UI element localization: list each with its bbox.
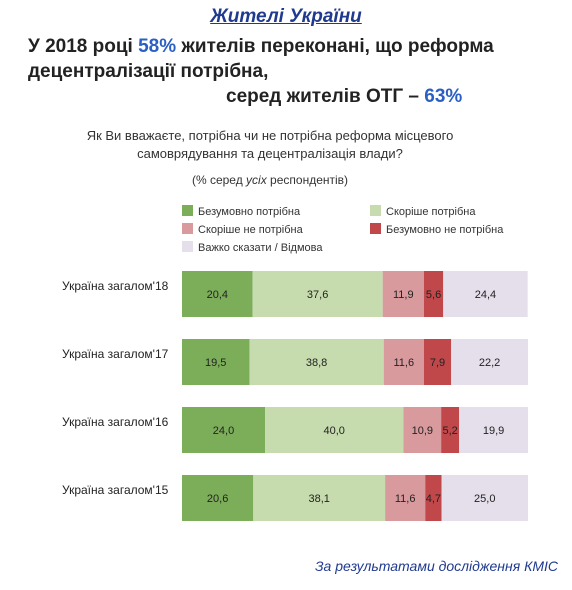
data-label: 38,1 <box>308 493 329 505</box>
bar-segment <box>385 475 426 521</box>
respondent-base-prefix: (% серед <box>191 173 247 187</box>
bar-segment <box>252 271 383 317</box>
legend-item: Безумовно не потрібна <box>370 223 503 236</box>
bar-segment <box>443 271 528 317</box>
bar-segment <box>249 339 384 385</box>
respondent-base-suffix: респондентів) <box>266 173 349 187</box>
legend-swatch <box>370 205 381 216</box>
page-title: Жителі України <box>210 6 362 27</box>
bar-segment <box>423 339 452 385</box>
headline-line-3-prefix: серед жителів ОТГ – <box>226 86 425 107</box>
headline-percent-58: 58% <box>138 36 177 57</box>
survey-question: Як Ви вважаєте, потрібна чи не потрібна … <box>86 128 454 161</box>
headline-line-1-suffix: жителів переконані, що реформа <box>176 36 494 57</box>
data-label: 11,6 <box>393 357 414 369</box>
headline-percent-63: 63% <box>424 86 463 107</box>
bar-segment <box>382 271 424 317</box>
data-label: 11,9 <box>393 289 414 301</box>
data-label: 19,5 <box>205 357 226 369</box>
legend-label: Безумовно потрібна <box>198 206 301 218</box>
legend-item: Важко сказати / Відмова <box>182 241 322 254</box>
headline-line-2: децентралізації потрібна, <box>28 61 269 82</box>
bar-segment <box>182 407 266 453</box>
bar-segment <box>383 339 424 385</box>
bar-segment <box>425 475 442 521</box>
data-label: 4,7 <box>426 493 441 505</box>
data-label: 11,6 <box>395 493 416 505</box>
bar-segment <box>253 475 386 521</box>
bar-segment <box>265 407 404 453</box>
respondent-base: (% серед усіх респондентів) <box>60 173 480 187</box>
data-label: 19,9 <box>483 425 504 437</box>
bar-segment <box>441 475 528 521</box>
bar-segment <box>182 475 254 521</box>
data-label: 24,0 <box>213 425 234 437</box>
legend-label: Важко сказати / Відмова <box>198 242 323 254</box>
data-label: 22,2 <box>479 357 500 369</box>
data-label: 5,6 <box>426 289 441 301</box>
data-label: 25,0 <box>474 493 495 505</box>
legend-swatch <box>182 223 193 234</box>
bar-segment <box>441 407 460 453</box>
bar-segment <box>182 271 253 317</box>
legend-label: Безумовно не потрібна <box>386 224 504 236</box>
bar-segment <box>459 407 528 453</box>
legend-label: Скоріше потрібна <box>386 206 476 218</box>
data-label: 7,9 <box>430 357 445 369</box>
headline-line-1: У 2018 році 58% жителів переконані, що р… <box>28 36 494 58</box>
category-label: Україна загалом'15 <box>62 483 169 497</box>
legend-swatch <box>182 241 193 252</box>
legend-swatch <box>370 223 381 234</box>
data-label: 20,6 <box>207 493 228 505</box>
respondent-base-emph: усіх <box>246 173 267 187</box>
category-label: Україна загалом'16 <box>62 415 169 429</box>
data-label: 37,6 <box>307 289 328 301</box>
data-label: 5,2 <box>443 425 458 437</box>
legend-label: Скоріше не потрібна <box>198 224 303 236</box>
data-label: 10,9 <box>412 425 433 437</box>
legend-item: Скоріше не потрібна <box>182 223 303 236</box>
legend-item: Безумовно потрібна <box>182 205 300 218</box>
data-label: 20,4 <box>207 289 228 301</box>
data-label: 40,0 <box>324 425 345 437</box>
data-label: 38,8 <box>306 357 327 369</box>
headline-line-3: серед жителів ОТГ – 63% <box>226 86 462 108</box>
bar-segment <box>182 339 250 385</box>
source-note: За результатами дослідження КМІС <box>314 558 558 574</box>
bar-segment <box>403 407 442 453</box>
legend-swatch <box>182 205 193 216</box>
legend-item: Скоріше потрібна <box>370 205 475 218</box>
category-label: Україна загалом'18 <box>62 279 169 293</box>
bar-segment <box>423 271 444 317</box>
data-label: 24,4 <box>475 289 496 301</box>
headline-line-1-prefix: У 2018 році <box>28 36 139 57</box>
category-label: Україна загалом'17 <box>62 347 169 361</box>
bar-segment <box>451 339 528 385</box>
